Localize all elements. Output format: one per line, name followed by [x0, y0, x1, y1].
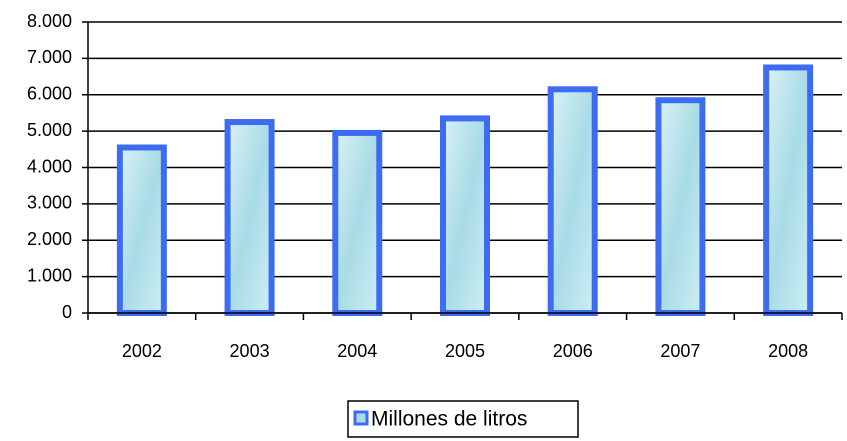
x-tick-label: 2005 — [445, 341, 485, 361]
y-tick-label: 1.000 — [27, 265, 72, 285]
y-tick-label: 3.000 — [27, 193, 72, 213]
x-tick-label: 2004 — [337, 341, 377, 361]
bar — [332, 129, 383, 316]
x-tick-label: 2007 — [660, 341, 700, 361]
x-tick-label: 2002 — [122, 341, 162, 361]
x-tick-label: 2006 — [553, 341, 593, 361]
y-tick-label: 4.000 — [27, 156, 72, 176]
bar — [547, 86, 598, 316]
legend-label: Millones de litros — [371, 408, 527, 431]
x-tick-label: 2008 — [768, 341, 808, 361]
y-tick-label: 6.000 — [27, 84, 72, 104]
legend-box — [347, 400, 579, 438]
y-tick-label: 0 — [62, 302, 72, 322]
bar — [224, 119, 275, 316]
y-tick-label: 8.000 — [27, 11, 72, 31]
bar — [655, 97, 706, 316]
bar — [763, 64, 814, 316]
bar — [116, 144, 167, 316]
x-tick-label: 2003 — [230, 341, 270, 361]
legend-marker — [353, 410, 369, 426]
y-tick-label: 7.000 — [27, 47, 72, 67]
y-tick-label: 2.000 — [27, 229, 72, 249]
y-tick-label: 5.000 — [27, 120, 72, 140]
bar — [440, 115, 490, 316]
